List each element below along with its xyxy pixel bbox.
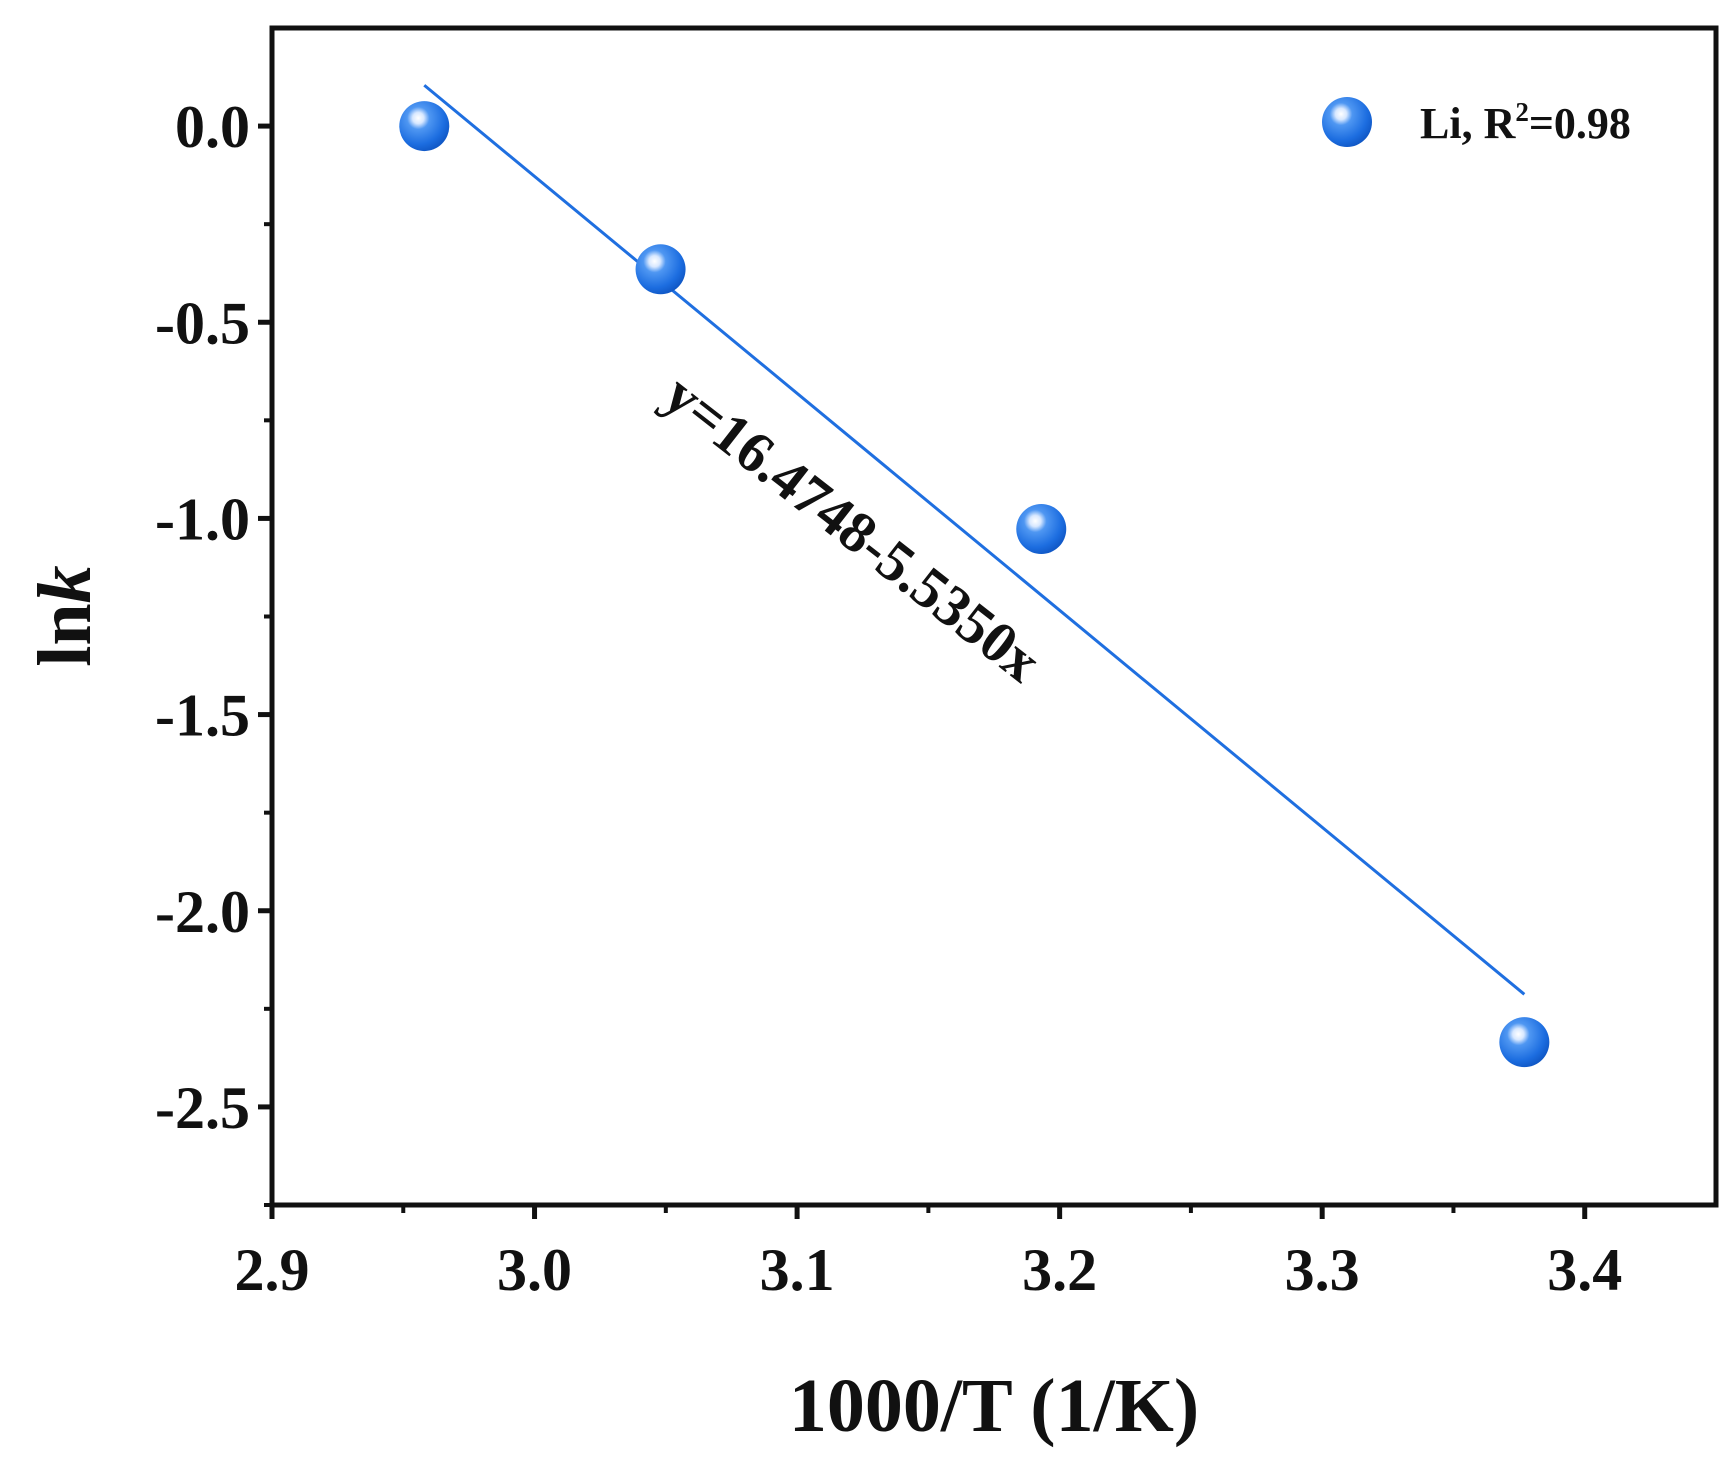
y-tick-label: -2.5 [155,1075,250,1141]
legend: Li, R2=0.98 [1322,97,1631,148]
x-tick-label: 3.3 [1285,1237,1360,1303]
y-tick-label: -1.5 [155,683,250,749]
x-tick-label: 3.0 [497,1237,572,1303]
y-tick-label: -1.0 [155,486,250,552]
y-axis-ticks: 0.0 -0.5 -1.0 -1.5 -2.0 -2.5 [155,94,272,1207]
x-axis-ticks: 2.9 3.0 3.1 3.2 3.3 3.4 [235,1205,1622,1303]
data-point [1499,1017,1550,1068]
x-tick-label: 2.9 [235,1237,310,1303]
y-axis-title-main: ln [23,603,107,666]
y-tick-label: -2.0 [155,879,250,945]
x-axis-title: 1000/T (1/K) [789,1364,1199,1448]
y-axis-title: lnk [23,565,107,666]
x-tick-label: 3.2 [1022,1237,1097,1303]
legend-label-prefix: Li, R [1420,99,1517,148]
y-tick-label: 0.0 [175,94,250,160]
fit-line [423,84,1526,996]
data-point [399,101,450,152]
legend-label-suffix: =0.98 [1529,99,1631,148]
y-tick-label: -0.5 [155,290,250,356]
data-points [399,101,1550,1068]
legend-label-superscript: 2 [1515,97,1529,127]
legend-marker [1322,97,1372,147]
x-tick-label: 3.1 [760,1237,835,1303]
data-point [1016,504,1067,555]
x-tick-label: 3.4 [1547,1237,1622,1303]
legend-label: Li, R2=0.98 [1420,97,1631,148]
data-point [635,244,686,295]
fit-equation-annotation: y=16.4748-5.5350x [652,361,1053,694]
y-axis-title-italic: k [23,565,107,603]
